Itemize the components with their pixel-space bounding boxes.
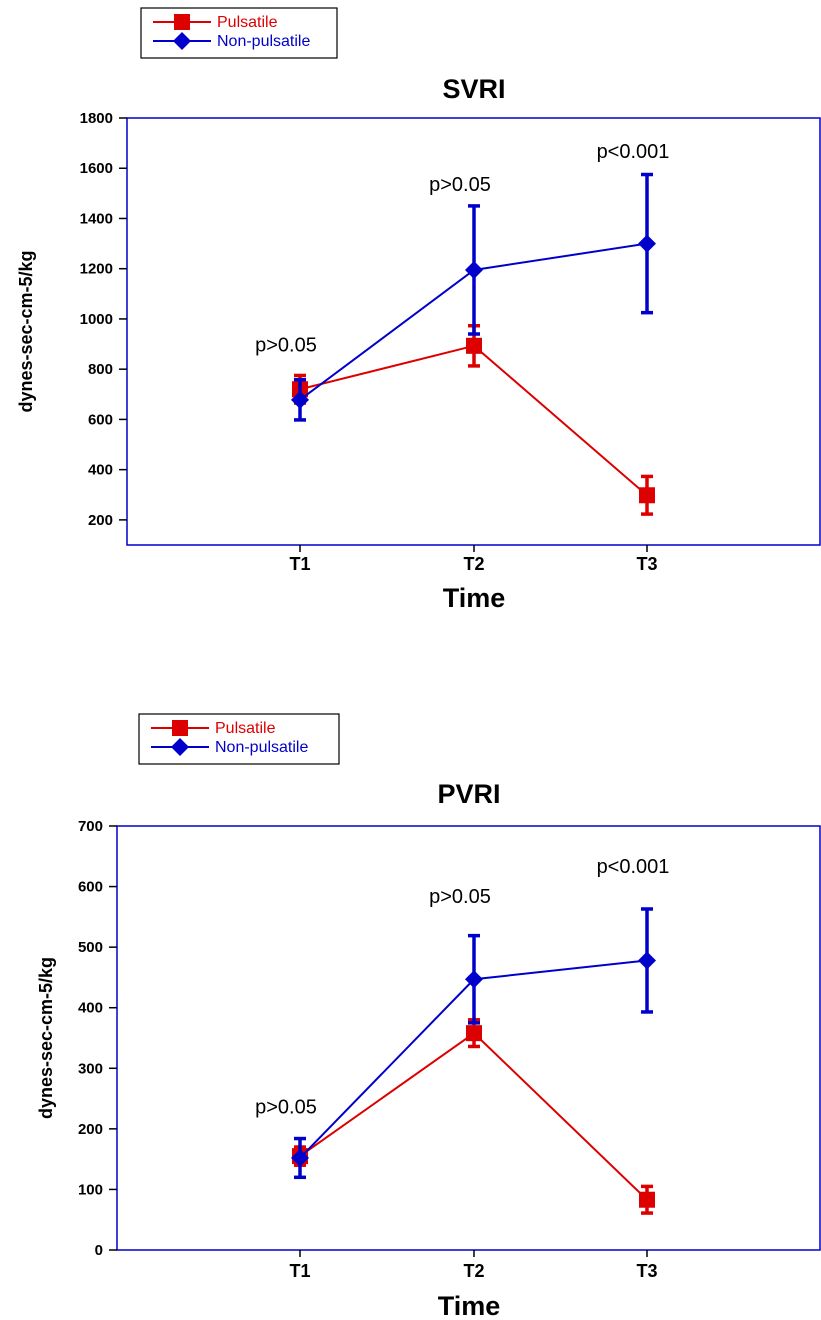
y-tick-label: 200 xyxy=(88,512,113,529)
y-tick-label: 1000 xyxy=(80,311,113,328)
y-axis-label: dynes-sec-cm-5/kg xyxy=(16,250,36,412)
chart-title: SVRI xyxy=(442,74,505,104)
y-axis-label: dynes-sec-cm-5/kg xyxy=(36,957,56,1119)
x-tick-label: T2 xyxy=(463,1261,484,1281)
x-tick-label: T3 xyxy=(636,554,657,574)
data-point-diamond xyxy=(291,390,309,409)
pvri-chart: PVRI 0 100 200 300 400 500 600 700 T1 T2 T3 Time dyne… xyxy=(36,713,821,1320)
x-tick-label: T2 xyxy=(463,554,484,574)
y-tick-label: 700 xyxy=(78,818,103,835)
y-tick-label: 800 xyxy=(88,361,113,378)
legend: Pulsatile Non-pulsatile xyxy=(138,713,340,765)
y-tick-label: 500 xyxy=(78,939,103,956)
data-point-diamond xyxy=(638,951,656,970)
p-value-annotation: p<0.001 xyxy=(597,141,670,163)
p-value-annotation: p>0.05 xyxy=(429,174,491,196)
legend-marker-diamond xyxy=(173,32,191,50)
p-value-annotation: p>0.05 xyxy=(429,886,491,908)
legend-label: Pulsatile xyxy=(217,14,278,31)
y-tick-label: 1800 xyxy=(80,110,113,127)
y-tick-label: 100 xyxy=(78,1181,103,1198)
data-point-diamond xyxy=(638,234,656,253)
data-point-diamond xyxy=(465,260,483,279)
legend-box xyxy=(138,713,340,765)
y-tick-label: 1200 xyxy=(80,261,113,278)
x-axis-label: Time xyxy=(443,583,506,613)
p-value-annotation: p<0.001 xyxy=(597,856,670,878)
legend-marker-square xyxy=(174,14,190,30)
p-value-annotation: p>0.05 xyxy=(255,1097,317,1119)
data-point-square xyxy=(639,487,655,504)
y-tick-label: 200 xyxy=(78,1121,103,1138)
y-tick-label: 600 xyxy=(78,879,103,896)
series-line xyxy=(299,344,648,497)
y-tick-label: 300 xyxy=(78,1060,103,1077)
y-tick-label: 0 xyxy=(95,1242,103,1259)
x-axis-label: Time xyxy=(438,1291,501,1320)
svri-chart: SVRI 200 400 600 800 1000 1200 1400 1600 1800 T1 T2… xyxy=(16,7,821,613)
y-tick-label: 400 xyxy=(88,462,113,479)
y-tick-label: 1400 xyxy=(80,210,113,227)
legend-label: Pulsatile xyxy=(215,720,276,737)
legend-marker-diamond xyxy=(171,738,189,756)
plot-frame xyxy=(116,825,821,1251)
p-value-annotation: p>0.05 xyxy=(255,335,317,357)
x-tick-label: T1 xyxy=(289,1261,310,1281)
data-point-diamond xyxy=(291,1148,309,1167)
y-tick-label: 400 xyxy=(78,1000,103,1017)
y-tick-label: 600 xyxy=(88,411,113,428)
x-tick-label: T1 xyxy=(289,554,310,574)
data-point-square xyxy=(466,337,482,354)
data-point-square xyxy=(639,1191,655,1208)
series-line xyxy=(299,1031,648,1201)
legend-marker-square xyxy=(172,720,188,736)
chart-title: PVRI xyxy=(437,779,500,809)
data-point-diamond xyxy=(465,970,483,989)
legend-label: Non-pulsatile xyxy=(217,33,310,50)
y-tick-label: 1600 xyxy=(80,160,113,177)
data-point-square xyxy=(466,1025,482,1042)
x-tick-label: T3 xyxy=(636,1261,657,1281)
legend-box xyxy=(140,7,338,59)
legend-label: Non-pulsatile xyxy=(215,739,308,756)
legend: Pulsatile Non-pulsatile xyxy=(140,7,338,59)
